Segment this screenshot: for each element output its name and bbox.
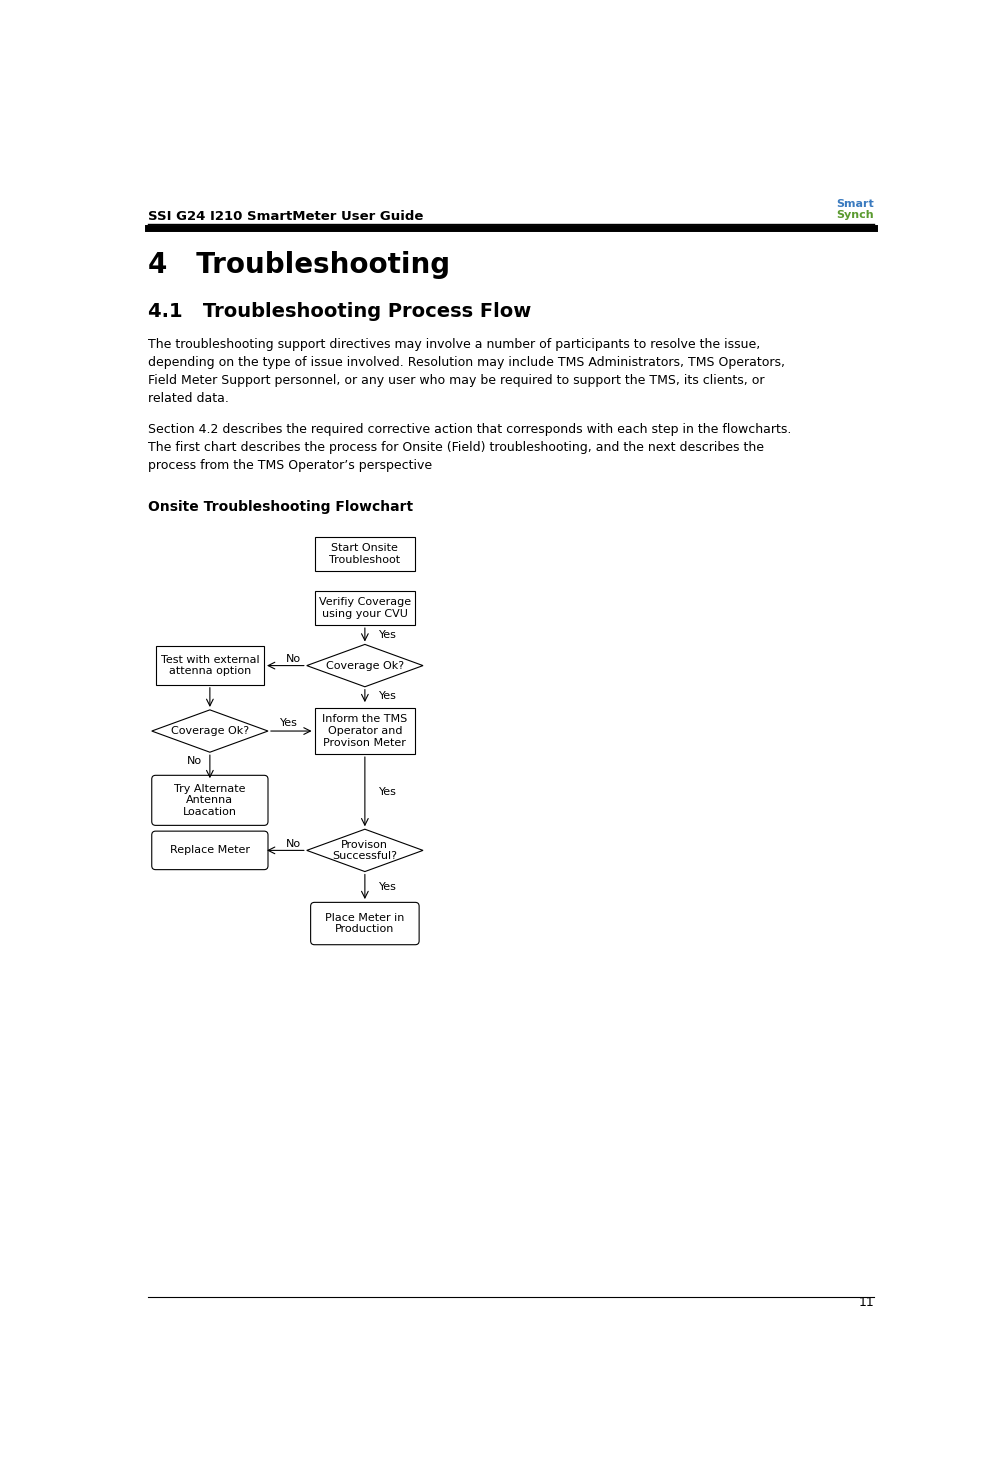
Text: Yes: Yes bbox=[379, 690, 397, 701]
Text: Coverage Ok?: Coverage Ok? bbox=[326, 661, 404, 671]
FancyBboxPatch shape bbox=[152, 832, 268, 870]
Text: Section 4.2 describes the required corrective action that corresponds with each : Section 4.2 describes the required corre… bbox=[148, 422, 792, 473]
Text: 4.1   Troubleshooting Process Flow: 4.1 Troubleshooting Process Flow bbox=[148, 302, 531, 321]
Text: The troubleshooting support directives may involve a number of participants to r: The troubleshooting support directives m… bbox=[148, 339, 785, 405]
FancyBboxPatch shape bbox=[314, 708, 415, 754]
Text: Verifiy Coverage
using your CVU: Verifiy Coverage using your CVU bbox=[319, 598, 411, 618]
FancyBboxPatch shape bbox=[156, 646, 264, 684]
Polygon shape bbox=[307, 829, 423, 871]
Text: Synch: Synch bbox=[836, 210, 874, 221]
Text: Try Alternate
Antenna
Loacation: Try Alternate Antenna Loacation bbox=[174, 783, 245, 817]
Text: Place Meter in
Production: Place Meter in Production bbox=[325, 913, 405, 935]
Text: No: No bbox=[285, 655, 300, 664]
FancyBboxPatch shape bbox=[311, 902, 419, 945]
Text: Inform the TMS
Operator and
Provison Meter: Inform the TMS Operator and Provison Met… bbox=[322, 714, 408, 748]
Text: Coverage Ok?: Coverage Ok? bbox=[170, 726, 249, 736]
Text: Yes: Yes bbox=[379, 882, 397, 892]
FancyBboxPatch shape bbox=[314, 590, 415, 626]
FancyBboxPatch shape bbox=[314, 537, 415, 571]
Polygon shape bbox=[307, 645, 423, 687]
Text: Start Onsite
Troubleshoot: Start Onsite Troubleshoot bbox=[329, 543, 401, 565]
Text: Yes: Yes bbox=[379, 786, 397, 796]
Text: No: No bbox=[285, 839, 300, 849]
Text: SSI G24 I210 SmartMeter User Guide: SSI G24 I210 SmartMeter User Guide bbox=[148, 210, 424, 224]
FancyBboxPatch shape bbox=[152, 776, 268, 826]
Text: 4   Troubleshooting: 4 Troubleshooting bbox=[148, 252, 450, 280]
Text: No: No bbox=[187, 757, 202, 767]
Polygon shape bbox=[152, 710, 268, 752]
Text: Yes: Yes bbox=[379, 630, 397, 640]
Text: Onsite Troubleshooting Flowchart: Onsite Troubleshooting Flowchart bbox=[148, 500, 413, 514]
Text: 11: 11 bbox=[858, 1295, 874, 1309]
Text: Smart: Smart bbox=[836, 199, 874, 209]
Text: Replace Meter: Replace Meter bbox=[169, 845, 250, 855]
Text: Test with external
attenna option: Test with external attenna option bbox=[161, 655, 259, 677]
Text: Yes: Yes bbox=[279, 718, 297, 729]
Text: Provison
Successful?: Provison Successful? bbox=[332, 839, 398, 861]
